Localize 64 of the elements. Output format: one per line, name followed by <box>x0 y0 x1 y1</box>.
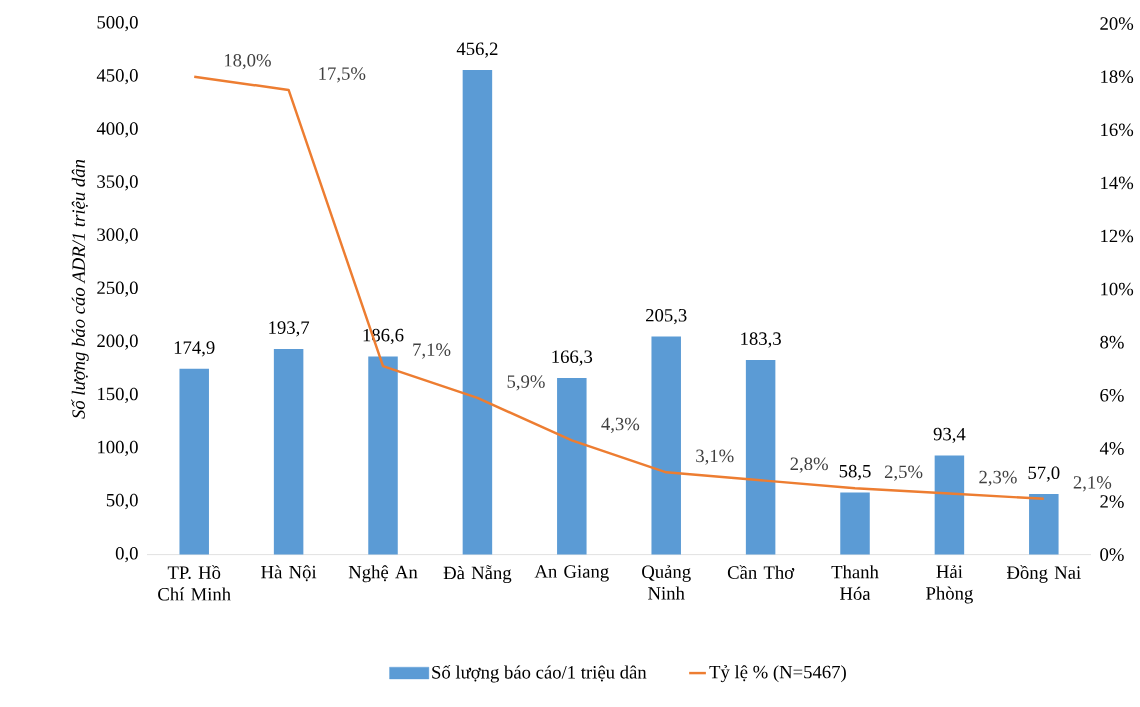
y-tick-label: 250,0 <box>97 281 138 297</box>
legend-label: Số lượng báo cáo/1 triệu dân <box>432 664 647 683</box>
bar <box>745 359 776 555</box>
data-label: 2,3% <box>979 470 1017 487</box>
y2-tick-label: 10% <box>1101 282 1134 296</box>
x-tick-label: Cần Thơ <box>727 565 795 579</box>
data-label: 193,7 <box>269 321 310 337</box>
bar <box>557 377 587 555</box>
y2-tick-label: 16% <box>1101 123 1134 137</box>
y-tick-label: 50,0 <box>106 493 138 510</box>
bar <box>368 356 398 555</box>
data-label: 2,5% <box>884 465 923 481</box>
data-label: 17,5% <box>319 67 366 83</box>
bar <box>934 455 965 555</box>
bar <box>462 70 493 555</box>
x-tick-label: Quảng Ninh <box>642 565 691 600</box>
data-label: 2,1% <box>1073 476 1112 492</box>
x-tick-label: Đồng Nai <box>1006 565 1081 583</box>
y-tick-label: 450,0 <box>96 69 138 85</box>
y2-tick-label: 12% <box>1101 229 1134 243</box>
data-label: 57,0 <box>1028 466 1060 482</box>
y-tick-label: 500,0 <box>97 15 138 32</box>
data-label: 93,4 <box>933 427 966 444</box>
y-tick-label: 0,0 <box>115 546 138 563</box>
y-tick-label: 100,0 <box>98 440 138 457</box>
x-tick-label: An Giang <box>534 565 609 582</box>
y2-tick-label: 14% <box>1101 176 1134 190</box>
data-label: 174,9 <box>174 341 215 357</box>
y2-tick-label: 18% <box>1101 70 1134 84</box>
bar <box>840 492 870 555</box>
data-label: 3,1% <box>696 449 734 465</box>
y2-tick-label: 6% <box>1100 388 1124 402</box>
data-label: 4,3% <box>601 417 640 433</box>
x-tick-label: TP. Hồ Chí Minh <box>158 565 231 601</box>
x-tick-label: Thanh Hóa <box>831 565 879 600</box>
y-tick-label: 300,0 <box>97 228 138 244</box>
x-tick-label: Nghệ An <box>348 565 418 583</box>
data-label: 166,3 <box>552 350 593 366</box>
data-label: 7,1% <box>413 343 451 359</box>
y-tick-label: 200,0 <box>97 334 138 350</box>
bar <box>273 348 304 555</box>
data-label: 18,0% <box>224 53 271 70</box>
y-tick-label: 350,0 <box>97 175 138 191</box>
y2-tick-label: 2% <box>1100 495 1124 508</box>
x-tick-label: Hải Phòng <box>926 565 973 604</box>
y2-tick-label: 0% <box>1100 548 1124 561</box>
bar <box>179 368 209 555</box>
x-tick-label: Đà Nẵng <box>443 565 512 584</box>
y-axis-title: Số lượng báo cáo ADR/1 triệu dân <box>71 159 89 419</box>
bar <box>651 336 681 555</box>
y2-tick-label: 20% <box>1100 17 1134 30</box>
y-tick-label: 400,0 <box>96 122 138 138</box>
data-label: 183,3 <box>741 332 781 348</box>
x-tick-label: Hà Nội <box>261 565 317 582</box>
data-label: 58,5 <box>839 464 871 481</box>
data-label: 205,3 <box>646 308 687 325</box>
legend-label: Tỷ lệ % (N=5467) <box>709 665 846 683</box>
data-label: 456,2 <box>456 42 498 58</box>
y2-tick-label: 8% <box>1100 335 1124 349</box>
data-label: 5,9% <box>507 375 545 391</box>
data-label: 2,8% <box>790 457 828 473</box>
bar <box>1029 494 1059 555</box>
y2-tick-label: 4% <box>1099 442 1124 455</box>
y-tick-label: 150,0 <box>98 387 138 403</box>
